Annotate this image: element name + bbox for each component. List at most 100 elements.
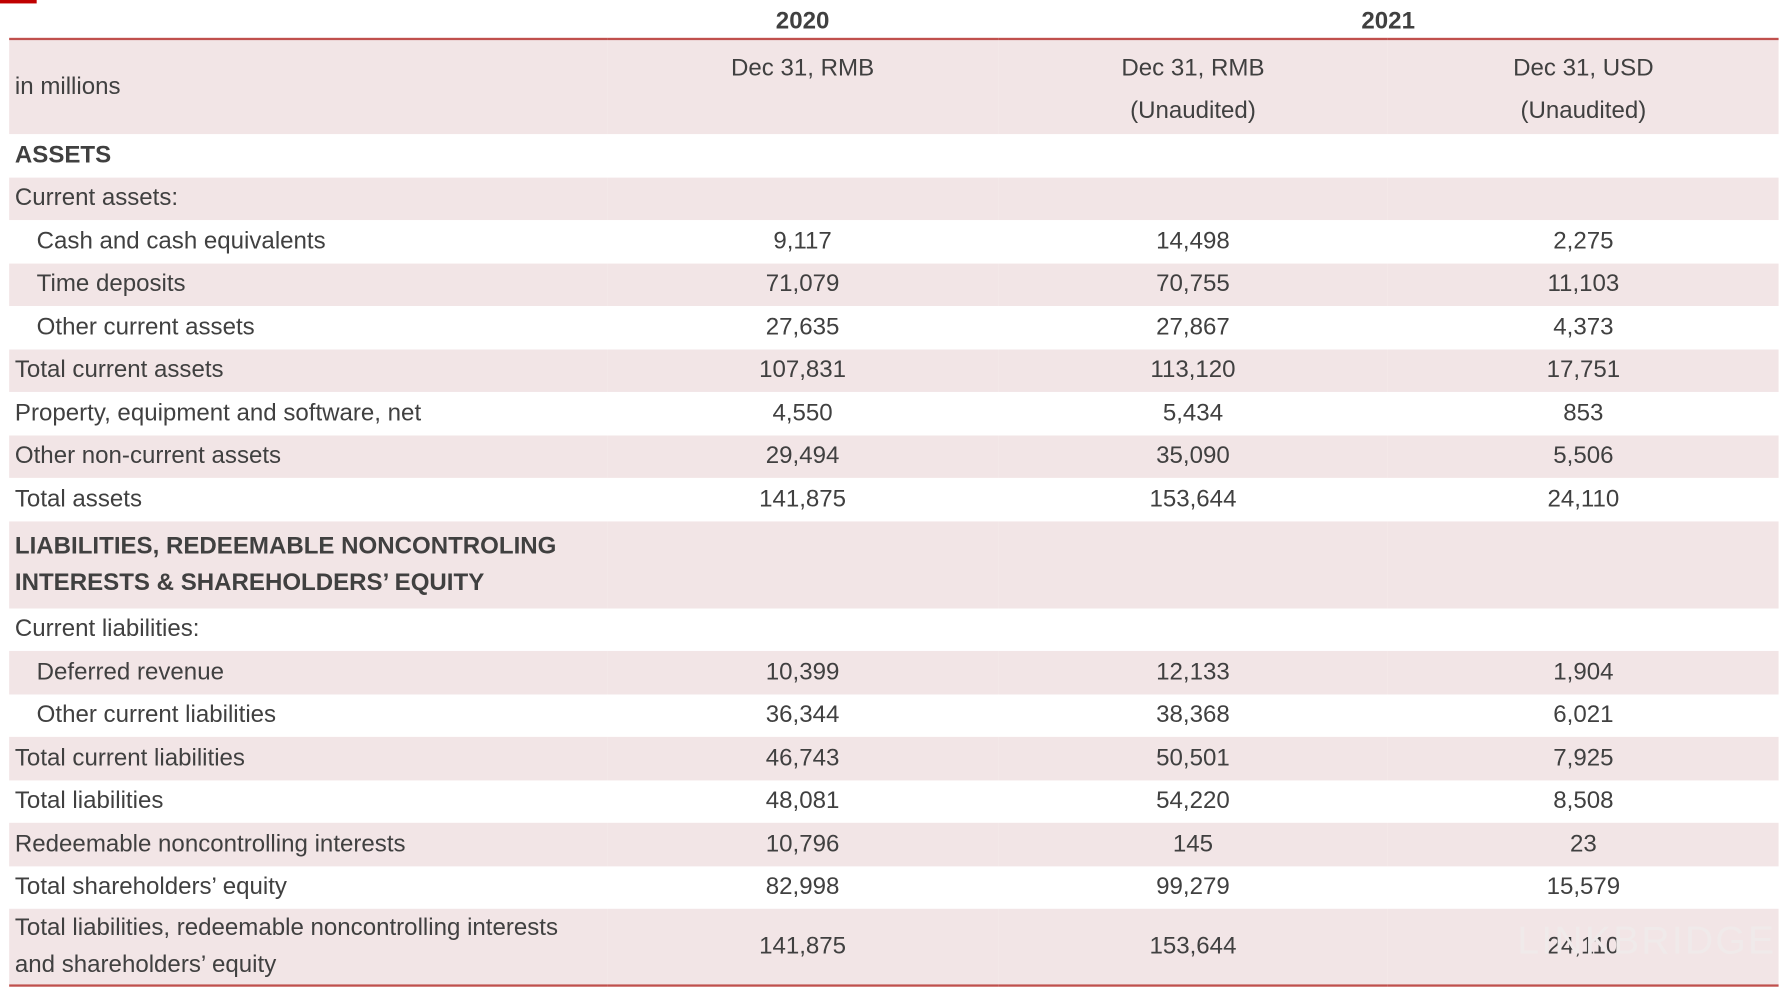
table-row: Total assets 141,875 153,644 24,110 bbox=[9, 478, 1778, 521]
empty-cell bbox=[1388, 520, 1779, 608]
value-cell: 9,117 bbox=[773, 227, 832, 255]
table-row: LIABILITIES, REDEEMABLE NONCONTROLING IN… bbox=[9, 520, 1779, 608]
value-cell: 27,635 bbox=[765, 313, 840, 341]
row-label: Redeemable noncontrolling interests bbox=[9, 822, 608, 866]
year: 2021 bbox=[1361, 8, 1415, 35]
row-label: Current liabilities: bbox=[14, 615, 200, 643]
table-row: Total liabilities, redeemable noncontrol… bbox=[9, 908, 1779, 986]
row-label: Current assets: bbox=[9, 177, 608, 221]
table-row: Other non-current assets 29,494 35,090 5,50… bbox=[9, 434, 1779, 478]
row-label: Deferred revenue bbox=[9, 650, 608, 694]
column-header: Dec 31, USD (Unaudited) bbox=[1388, 38, 1779, 135]
year-row: 2020 2021 bbox=[9, 0, 1779, 39]
value-cell: 71,079 bbox=[607, 263, 998, 306]
table-row: Total shareholders’ equity 82,998 99,279 15… bbox=[9, 866, 1778, 909]
table-row: Current liabilities: bbox=[9, 608, 1778, 651]
table-row: Other current liabilities 36,344 38,368 6,0… bbox=[9, 694, 1778, 737]
value-cell: 6,021 bbox=[1553, 701, 1614, 728]
empty-cell bbox=[998, 608, 1388, 651]
empty-cell bbox=[1388, 608, 1778, 651]
value-cell: 5,434 bbox=[1162, 399, 1224, 427]
empty-cell bbox=[607, 520, 998, 608]
table-row: Total liabilities 48,081 54,220 8,508 bbox=[9, 780, 1778, 823]
value-cell: 4,373 bbox=[1553, 313, 1614, 341]
balance-sheet: 2020 2021 in millions Dec 31, RMB Dec 31… bbox=[9, 0, 1779, 987]
table-row: Time deposits 71,079 70,755 11,103 bbox=[9, 263, 1779, 306]
value-cell: 46,743 bbox=[607, 736, 998, 780]
value-cell: 10,399 bbox=[607, 650, 998, 694]
empty-cell bbox=[607, 177, 998, 221]
empty-cell bbox=[607, 608, 997, 651]
value-cell: 48,081 bbox=[765, 787, 840, 814]
table-row: Property, equipment and software, net 4,5… bbox=[9, 392, 1778, 435]
value-cell: 4,550 bbox=[772, 399, 833, 427]
table-row: Redeemable noncontrolling interests 10,79… bbox=[9, 822, 1779, 866]
empty-cell bbox=[997, 177, 1389, 221]
corner-mark bbox=[0, 0, 37, 4]
value-cell: 70,755 bbox=[997, 263, 1389, 306]
value-cell: 23 bbox=[1388, 822, 1779, 866]
column-header: Dec 31, RMB bbox=[607, 38, 998, 135]
column-header-line: Dec 31, RMB bbox=[1121, 55, 1265, 82]
table-row: Cash and cash equivalents 9,117 14,498 2,27… bbox=[9, 220, 1778, 263]
empty-cell bbox=[1388, 177, 1779, 221]
value-cell: 10,796 bbox=[607, 822, 998, 866]
column-header-line: (Unaudited) bbox=[1130, 97, 1256, 124]
value-cell: 7,925 bbox=[1388, 736, 1779, 780]
table-row: Total current liabilities 46,743 50,501 7,9… bbox=[9, 736, 1779, 780]
value-cell: 38,368 bbox=[1156, 701, 1230, 728]
empty-cell bbox=[607, 134, 997, 177]
row-label: Other non-current assets bbox=[9, 434, 608, 478]
value-cell: 113,120 bbox=[997, 348, 1389, 392]
value-cell: 8,508 bbox=[1553, 787, 1614, 814]
value-cell: 54,220 bbox=[1156, 787, 1230, 814]
value-cell: 24,110 bbox=[1547, 485, 1620, 512]
value-cell: 50,501 bbox=[997, 736, 1389, 780]
unit-label: in millions bbox=[9, 38, 608, 135]
value-cell: 153,644 bbox=[1149, 485, 1237, 512]
value-cell: 17,751 bbox=[1388, 348, 1779, 392]
value-cell: 1,904 bbox=[1388, 650, 1779, 694]
empty-cell bbox=[1388, 134, 1778, 177]
value-cell: 853 bbox=[1563, 399, 1604, 427]
row-label: Total liabilities bbox=[14, 787, 164, 814]
row-label: Total assets bbox=[14, 485, 142, 512]
value-cell: 99,279 bbox=[1156, 873, 1230, 900]
value-cell: 14,498 bbox=[1156, 227, 1230, 255]
year: 2020 bbox=[775, 8, 830, 35]
empty-cell bbox=[9, 0, 607, 39]
empty-cell bbox=[998, 134, 1388, 177]
table-row: Current assets: bbox=[9, 177, 1779, 221]
table-row: Deferred revenue 10,399 12,133 1,904 bbox=[9, 650, 1779, 694]
row-label: ASSETS bbox=[14, 141, 112, 169]
row-label: Property, equipment and software, net bbox=[14, 399, 422, 427]
value-cell: 141,875 bbox=[759, 485, 847, 512]
value-cell: 12,133 bbox=[997, 650, 1389, 694]
value-cell: 15,579 bbox=[1546, 873, 1621, 900]
table-row: Total current assets 107,831 113,120 17,751 bbox=[9, 348, 1779, 392]
row-label: Time deposits bbox=[9, 263, 608, 306]
value-cell: 2,275 bbox=[1553, 227, 1614, 255]
watermark: LINKBRIDGE bbox=[1517, 919, 1777, 963]
value-cell: 11,103 bbox=[1388, 263, 1779, 306]
column-header: Dec 31, RMB (Unaudited) bbox=[997, 38, 1389, 135]
table-row: Other current assets 27,635 27,867 4,373 bbox=[9, 306, 1778, 349]
table-row: ASSETS bbox=[9, 134, 1778, 177]
value-cell: 153,644 bbox=[997, 908, 1389, 986]
column-header-line: Dec 31, USD bbox=[1513, 55, 1654, 82]
value-cell: 82,998 bbox=[765, 873, 840, 900]
value-cell: 145 bbox=[997, 822, 1389, 866]
row-label: Other current liabilities bbox=[36, 701, 277, 728]
value-cell: 107,831 bbox=[607, 348, 998, 392]
row-label: Total shareholders’ equity bbox=[14, 873, 287, 900]
empty-cell bbox=[997, 520, 1389, 608]
row-label: Total current liabilities bbox=[9, 736, 608, 780]
value-cell: 35,090 bbox=[997, 434, 1389, 478]
value-cell: 27,867 bbox=[1156, 313, 1230, 341]
row-label: Total current assets bbox=[9, 348, 608, 392]
column-header-line: Dec 31, RMB bbox=[731, 55, 875, 82]
value-cell: 24,110 bbox=[1388, 908, 1779, 986]
row-label: LIABILITIES, REDEEMABLE NONCONTROLING IN… bbox=[9, 520, 608, 608]
value-cell: 36,344 bbox=[765, 701, 840, 728]
